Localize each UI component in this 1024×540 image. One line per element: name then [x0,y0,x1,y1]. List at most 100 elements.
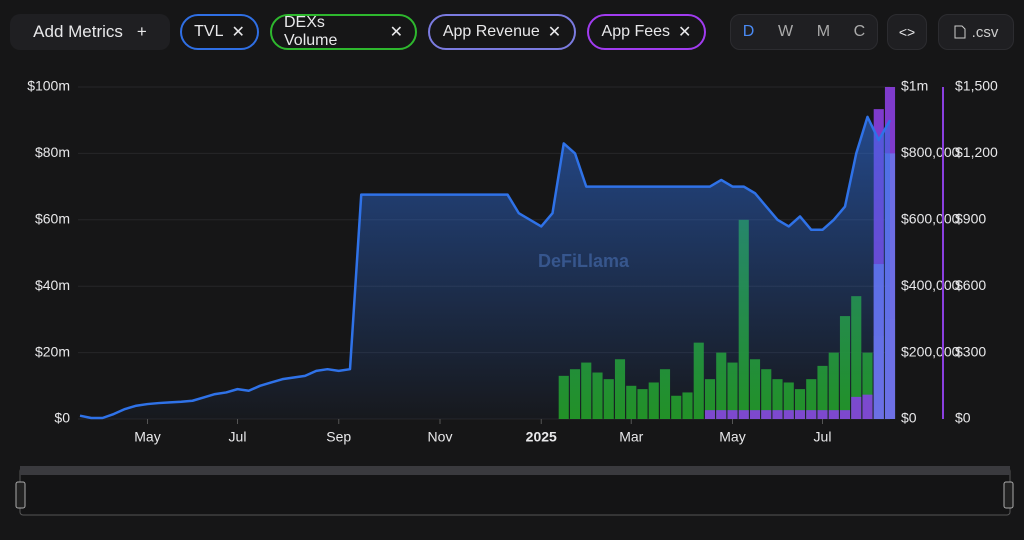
chip-label: TVL [194,23,224,40]
bar [884,319,896,419]
bar [839,410,851,419]
line [79,115,892,420]
brush [19,467,1011,516]
bar [794,410,806,419]
remove[interactable]: ✕ [231,24,245,41]
period[interactable]: C [853,23,866,40]
chip[interactable]: App Fees ✕ [587,14,706,50]
y-tick-label: $80m [35,144,70,160]
embed[interactable]: <> [887,14,927,50]
bar [659,369,671,419]
bar [862,352,873,419]
bar [806,379,817,419]
csv-label: .csv [971,23,999,41]
bar [839,316,851,419]
chip-label: DEXs Volume [284,14,338,49]
bar [671,395,682,419]
bar [884,87,896,419]
bar [727,362,738,419]
bar [704,379,716,419]
bar [648,382,659,419]
bar [716,410,727,419]
y2-tick-label: $600,000 [901,211,960,227]
y3-tick-label: $900 [955,211,986,227]
y-tick-label: $60m [35,211,70,227]
x-tick-label: Sep [326,429,351,445]
bar [862,394,873,419]
brush-handle[interactable] [1003,481,1014,509]
y2-tick-label: $400,000 [901,277,960,293]
bar [873,336,884,419]
bar [727,410,738,419]
period[interactable]: W [777,23,794,40]
y2-tick-label: $0 [901,410,917,426]
y-tick-label: $0 [54,410,70,426]
period[interactable]: M [816,23,831,40]
bar [873,109,884,419]
bar [558,375,569,419]
x-tick-label: May [134,429,160,445]
brush-handle[interactable] [15,481,26,509]
y-tick-label: $20m [35,343,70,359]
bar [716,352,727,419]
bar [794,389,806,419]
remove[interactable]: ✕ [547,24,562,41]
chip-label: App Fees [601,23,671,40]
chip-label: App Revenue [442,23,540,40]
bar [873,264,884,419]
y3-tick-label: $300 [955,343,986,359]
area [80,116,890,419]
file-icon [954,25,966,39]
add-metrics[interactable]: Add Metrics + [10,14,170,50]
y-tick-label: $100m [27,78,70,94]
bar [603,379,614,419]
bar [704,410,716,419]
bar [738,410,749,419]
bar [738,219,749,419]
chip[interactable]: App Revenue ✕ [428,14,576,50]
bar [592,372,603,419]
x-tick-label: Jul [229,429,247,445]
bar [581,362,592,419]
y3-tick-label: $1,500 [955,78,998,94]
x-tick-label: Mar [619,429,643,445]
label: Add Metrics [33,22,123,41]
csv[interactable]: .csv [938,14,1014,50]
bar [569,369,581,419]
bar [693,342,704,419]
bar [851,396,862,419]
brush-bar [20,466,1010,475]
bar [851,296,862,419]
bar [828,410,839,419]
bar [749,359,761,419]
icon: + [136,22,147,41]
x-tick-label: 2025 [526,429,557,445]
bar [626,385,637,419]
bar [749,410,761,419]
bar [637,389,648,419]
chip[interactable]: DEXs Volume ✕ [270,14,417,50]
y3-tick-label: $0 [955,410,971,426]
y2-tick-label: $800,000 [901,144,960,160]
remove[interactable]: ✕ [678,24,692,41]
bar [614,359,626,419]
bar [682,392,693,419]
bar [884,153,896,419]
bar [828,352,839,419]
bar [817,365,828,419]
bar [783,382,794,419]
y-tick-label: $40m [35,277,70,293]
bar [783,410,794,419]
period[interactable]: D [742,23,755,40]
y2-tick-label: $200,000 [901,343,960,359]
bar [817,410,828,419]
x-tick-label: Jul [814,429,832,445]
chip[interactable]: TVL ✕ [180,14,259,50]
remove[interactable]: ✕ [389,24,403,41]
x-tick-label: Nov [428,429,453,445]
bar [772,379,783,419]
y2-tick-label: $1m [901,78,928,94]
